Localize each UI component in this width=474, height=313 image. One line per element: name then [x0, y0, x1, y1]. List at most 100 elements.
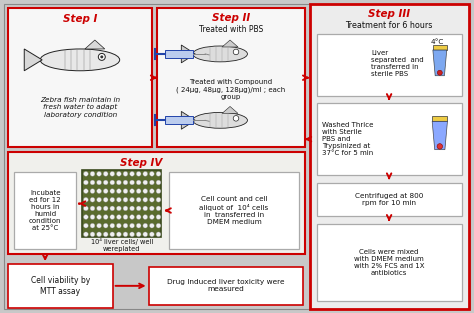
- Text: Washed Thrice
with Sterile
PBS and
Trypsinized at
37°C for 5 min: Washed Thrice with Sterile PBS and Tryps…: [322, 122, 374, 156]
- Circle shape: [97, 198, 101, 202]
- Bar: [14, 172, 76, 249]
- Circle shape: [110, 223, 115, 228]
- Circle shape: [437, 144, 443, 149]
- Circle shape: [123, 189, 128, 193]
- Circle shape: [90, 232, 95, 237]
- Circle shape: [117, 198, 121, 202]
- Circle shape: [110, 232, 115, 237]
- Polygon shape: [222, 106, 238, 113]
- Circle shape: [156, 198, 161, 202]
- Circle shape: [83, 223, 88, 228]
- Circle shape: [143, 223, 148, 228]
- Circle shape: [103, 172, 108, 176]
- Circle shape: [156, 172, 161, 176]
- Circle shape: [123, 180, 128, 185]
- Circle shape: [83, 198, 88, 202]
- Circle shape: [117, 189, 121, 193]
- Polygon shape: [24, 49, 42, 71]
- Text: Treated with PBS: Treated with PBS: [199, 25, 263, 33]
- Bar: [9, 264, 113, 308]
- Circle shape: [233, 115, 239, 121]
- Text: Step II: Step II: [212, 13, 250, 23]
- Text: 10⁴ liver cells/ well
wereplated: 10⁴ liver cells/ well wereplated: [91, 238, 153, 252]
- Bar: [432, 116, 447, 121]
- Circle shape: [123, 206, 128, 211]
- Bar: [165, 50, 193, 58]
- Polygon shape: [85, 40, 105, 49]
- Circle shape: [130, 180, 135, 185]
- Circle shape: [103, 232, 108, 237]
- Circle shape: [156, 206, 161, 211]
- Circle shape: [83, 215, 88, 219]
- Circle shape: [97, 172, 101, 176]
- Circle shape: [130, 206, 135, 211]
- Bar: [433, 45, 447, 50]
- Text: Drug Induced liver toxicity were
measured: Drug Induced liver toxicity were measure…: [167, 279, 284, 292]
- Text: Incubate
ed for 12
hours in
humid
condition
at 25°C: Incubate ed for 12 hours in humid condit…: [29, 190, 61, 231]
- Text: Treatment for 6 hours: Treatment for 6 hours: [346, 21, 433, 30]
- Circle shape: [130, 198, 135, 202]
- Bar: [317, 183, 462, 217]
- Circle shape: [149, 206, 154, 211]
- Text: Step III: Step III: [368, 9, 410, 19]
- Circle shape: [110, 215, 115, 219]
- Circle shape: [143, 206, 148, 211]
- Circle shape: [149, 172, 154, 176]
- Circle shape: [149, 198, 154, 202]
- Text: Cell viability by
MTT assay: Cell viability by MTT assay: [31, 276, 90, 295]
- Circle shape: [97, 215, 101, 219]
- Circle shape: [156, 189, 161, 193]
- Circle shape: [149, 215, 154, 219]
- Circle shape: [137, 180, 141, 185]
- Circle shape: [117, 223, 121, 228]
- Circle shape: [149, 223, 154, 228]
- Bar: [82, 170, 162, 237]
- Circle shape: [110, 172, 115, 176]
- Circle shape: [90, 215, 95, 219]
- Circle shape: [143, 232, 148, 237]
- Polygon shape: [182, 111, 195, 129]
- Circle shape: [90, 206, 95, 211]
- Circle shape: [137, 189, 141, 193]
- Circle shape: [90, 172, 95, 176]
- Ellipse shape: [193, 112, 247, 128]
- Circle shape: [123, 198, 128, 202]
- Circle shape: [123, 172, 128, 176]
- Circle shape: [137, 206, 141, 211]
- Text: 4°C: 4°C: [430, 39, 444, 45]
- Circle shape: [143, 215, 148, 219]
- Circle shape: [90, 223, 95, 228]
- Circle shape: [110, 180, 115, 185]
- Bar: [148, 267, 302, 305]
- Text: Cell count and cell
aliquot of  10⁴ cells
in  transferred in
DMEM medium: Cell count and cell aliquot of 10⁴ cells…: [200, 197, 269, 225]
- Circle shape: [103, 189, 108, 193]
- Circle shape: [110, 206, 115, 211]
- Text: Liver
separated  and
transferred in
sterile PBS: Liver separated and transferred in steri…: [371, 50, 424, 77]
- Circle shape: [156, 232, 161, 237]
- Circle shape: [123, 232, 128, 237]
- Bar: [317, 104, 462, 175]
- Circle shape: [117, 180, 121, 185]
- Bar: [310, 4, 469, 309]
- Circle shape: [97, 180, 101, 185]
- Circle shape: [149, 180, 154, 185]
- Bar: [317, 224, 462, 301]
- Text: Step IV: Step IV: [120, 158, 163, 168]
- Circle shape: [149, 232, 154, 237]
- Circle shape: [83, 189, 88, 193]
- Circle shape: [143, 198, 148, 202]
- Circle shape: [130, 232, 135, 237]
- Circle shape: [103, 223, 108, 228]
- Text: Treated with Compound
( 24μg, 48μg, 128μg)/ml ; each
group: Treated with Compound ( 24μg, 48μg, 128μ…: [176, 80, 286, 100]
- Circle shape: [90, 198, 95, 202]
- Circle shape: [83, 232, 88, 237]
- Bar: [9, 152, 305, 254]
- Circle shape: [110, 198, 115, 202]
- Circle shape: [117, 215, 121, 219]
- Circle shape: [97, 232, 101, 237]
- Circle shape: [149, 189, 154, 193]
- Circle shape: [103, 180, 108, 185]
- Bar: [165, 116, 193, 124]
- Circle shape: [97, 189, 101, 193]
- Circle shape: [103, 198, 108, 202]
